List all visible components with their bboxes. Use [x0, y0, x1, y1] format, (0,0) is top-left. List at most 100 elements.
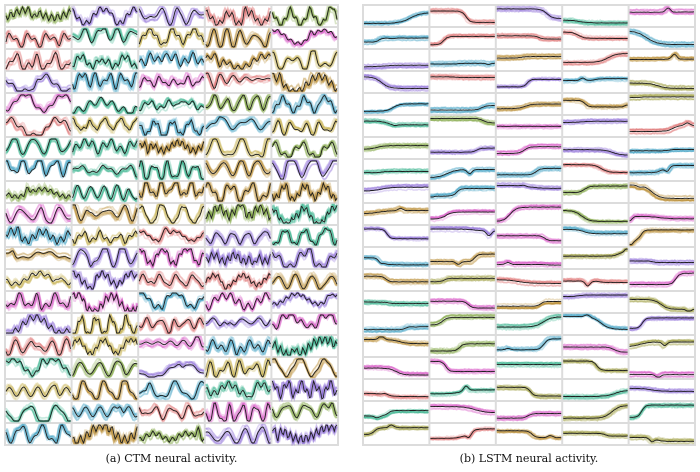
- neuron-trace-cell: [562, 291, 628, 312]
- neuron-trace-cell: [429, 424, 496, 444]
- neuron-trace-cell: [205, 356, 272, 379]
- neuron-trace-cell: [363, 50, 429, 71]
- neuron-trace-cell: [496, 203, 562, 225]
- neuron-trace-cell: [5, 291, 72, 313]
- neuron-trace-cell: [205, 246, 272, 270]
- neuron-trace-cell: [363, 94, 429, 115]
- neuron-trace-cell: [496, 292, 562, 312]
- neuron-trace-cell: [205, 27, 272, 49]
- neuron-trace-cell: [138, 225, 205, 246]
- neuron-trace-cell: [430, 270, 496, 290]
- neuron-trace-cell: [629, 269, 695, 290]
- neuron-trace-cell: [205, 335, 272, 357]
- neuron-trace-cell: [363, 6, 429, 27]
- neuron-trace-cell: [138, 136, 205, 159]
- neuron-trace-cell: [363, 204, 429, 224]
- neuron-trace-cell: [430, 402, 496, 422]
- neuron-trace-cell: [205, 4, 272, 27]
- neuron-trace-cell: [5, 137, 72, 159]
- neuron-trace-cell: [562, 336, 629, 356]
- neuron-trace-cell: [562, 424, 629, 444]
- neuron-trace-cell: [562, 270, 628, 290]
- neuron-trace-cell: [629, 401, 695, 422]
- neuron-trace-cell: [562, 28, 629, 48]
- neuron-trace-cell: [205, 93, 272, 115]
- neuron-trace-cell: [138, 71, 205, 92]
- lstm-activity-grid: [363, 5, 695, 445]
- neuron-trace-cell: [71, 290, 138, 314]
- neuron-trace-cell: [271, 92, 338, 115]
- neuron-trace-cell: [363, 292, 429, 312]
- neuron-trace-cell: [629, 248, 695, 268]
- neuron-trace-cell: [629, 72, 695, 92]
- neuron-trace-cell: [271, 377, 338, 403]
- neuron-trace-cell: [562, 313, 629, 334]
- neuron-trace-cell: [5, 335, 72, 357]
- neuron-trace-cell: [5, 380, 72, 401]
- neuron-trace-cell: [430, 160, 496, 181]
- neuron-trace-cell: [5, 159, 72, 180]
- neuron-trace-cell: [562, 6, 629, 27]
- neuron-trace-cell: [629, 314, 695, 334]
- neuron-trace-cell: [205, 400, 272, 423]
- neuron-trace-cell: [562, 94, 629, 114]
- neuron-trace-cell: [71, 182, 138, 203]
- neuron-trace-cell: [138, 422, 205, 445]
- neuron-trace-cell: [430, 380, 496, 400]
- neuron-trace-cell: [363, 358, 429, 378]
- neuron-trace-cell: [271, 116, 338, 137]
- neuron-trace-cell: [363, 380, 429, 401]
- ctm-activity-panel: [4, 4, 339, 446]
- neuron-trace-cell: [5, 224, 72, 248]
- neuron-trace-cell: [629, 5, 695, 26]
- neuron-trace-cell: [71, 402, 138, 422]
- neuron-trace-cell: [5, 357, 72, 379]
- neuron-trace-cell: [138, 115, 205, 137]
- neuron-trace-cell: [363, 248, 429, 268]
- neuron-trace-cell: [629, 226, 695, 247]
- neuron-trace-cell: [71, 115, 138, 136]
- neuron-trace-cell: [496, 94, 562, 114]
- neuron-trace-cell: [71, 334, 138, 357]
- neuron-trace-cell: [562, 50, 629, 70]
- neuron-trace-cell: [496, 358, 562, 378]
- neuron-trace-cell: [363, 72, 429, 93]
- neuron-trace-cell: [629, 181, 695, 203]
- neuron-trace-cell: [562, 72, 629, 92]
- neuron-trace-cell: [138, 358, 205, 379]
- neuron-trace-cell: [496, 50, 562, 70]
- neuron-trace-cell: [496, 270, 562, 290]
- neuron-trace-cell: [271, 49, 338, 71]
- neuron-trace-cell: [629, 160, 695, 180]
- neuron-trace-cell: [205, 291, 272, 313]
- neuron-trace-cell: [562, 358, 629, 378]
- neuron-trace-cell: [138, 401, 205, 423]
- neuron-trace-cell: [430, 50, 496, 70]
- neuron-trace-cell: [138, 313, 205, 335]
- neuron-trace-cell: [271, 247, 338, 269]
- neuron-trace-cell: [562, 247, 629, 268]
- neuron-trace-cell: [496, 335, 562, 356]
- neuron-trace-cell: [271, 225, 338, 247]
- neuron-trace-cell: [205, 71, 271, 93]
- neuron-trace-cell: [71, 5, 138, 27]
- neuron-trace-cell: [205, 159, 272, 181]
- neuron-trace-cell: [71, 137, 138, 159]
- neuron-trace-cell: [271, 71, 338, 93]
- neuron-trace-cell: [271, 269, 338, 291]
- neuron-trace-cell: [71, 357, 138, 379]
- neuron-trace-cell: [496, 181, 562, 202]
- neuron-trace-cell: [429, 313, 496, 334]
- neuron-trace-cell: [363, 138, 429, 158]
- neuron-trace-cell: [138, 203, 205, 225]
- neuron-trace-cell: [5, 48, 72, 71]
- neuron-trace-cell: [496, 116, 562, 136]
- neuron-trace-cell: [629, 292, 695, 313]
- neuron-trace-cell: [562, 204, 629, 225]
- neuron-trace-cell: [271, 357, 338, 379]
- neuron-trace-cell: [271, 203, 338, 226]
- neuron-trace-cell: [71, 247, 138, 269]
- neuron-trace-cell: [271, 159, 338, 181]
- neuron-trace-cell: [71, 269, 138, 292]
- neuron-trace-cell: [429, 72, 496, 92]
